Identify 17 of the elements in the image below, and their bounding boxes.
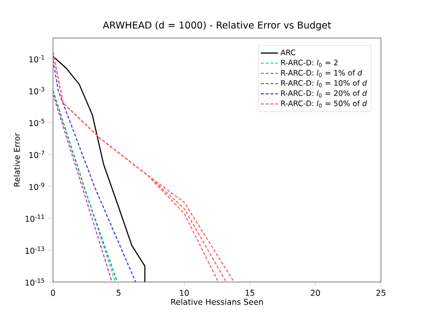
y-tick-label: 10$^{-9}$ — [29, 182, 44, 190]
y-axis-title: Relative Error — [14, 132, 20, 186]
y-tick-label: 10$^{-7}$ — [29, 150, 44, 158]
x-tick-label: 0 — [50, 290, 56, 296]
x-tick-label: 25 — [376, 290, 386, 296]
x-axis-title: Relative Hessians Seen — [171, 298, 263, 305]
y-tick-label: 10$^{-5}$ — [29, 118, 44, 126]
y-tick-label: 10$^{-3}$ — [29, 86, 44, 94]
y-tick-label: 10$^{-1}$ — [29, 55, 44, 62]
chart-title: ARWHEAD (d = 1000) - Relative Error vs Budget — [102, 21, 331, 30]
y-tick-label: 10$^{-15}$ — [26, 278, 44, 286]
y-tick-label: 10$^{-13}$ — [26, 246, 44, 254]
x-tick-label: 15 — [246, 290, 254, 296]
x-tick-label: 5 — [116, 290, 120, 296]
x-tick-label: 20 — [310, 290, 320, 296]
x-tick-label: 10 — [180, 290, 189, 296]
y-tick-label: 10$^{-11}$ — [26, 214, 44, 222]
